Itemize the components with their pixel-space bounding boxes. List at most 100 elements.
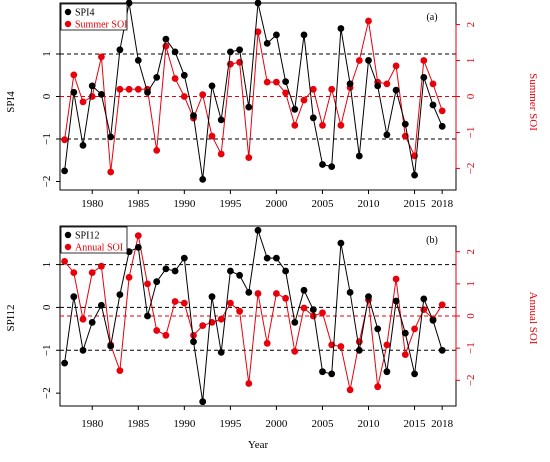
data-point-annual-soi <box>282 294 289 302</box>
data-point-spi4 <box>61 167 68 175</box>
data-point-spi12 <box>70 293 78 301</box>
data-point-annual-soi <box>153 327 161 334</box>
x-axis-tick-label: 1980 <box>81 198 104 210</box>
data-point-spi12 <box>254 226 262 234</box>
series-line-annual-soi <box>64 235 443 391</box>
x-axis-tick-label: 1980 <box>81 418 104 430</box>
x-axis-tick-label: 2010 <box>358 418 381 430</box>
data-point-annual-soi <box>236 307 244 315</box>
data-point-spi12 <box>319 368 326 376</box>
x-axis-tick-label: 2005 <box>311 418 334 430</box>
x-axis-tick-label: 1995 <box>219 418 242 430</box>
panel-label: (a) <box>426 12 437 23</box>
data-point-spi12 <box>190 338 197 346</box>
data-point-annual-soi <box>273 290 280 297</box>
data-point-spi12 <box>199 398 207 406</box>
data-point-spi4 <box>190 112 197 119</box>
data-point-summer-soi <box>263 78 271 86</box>
data-point-summer-soi <box>328 85 336 93</box>
data-point-spi4 <box>208 82 216 90</box>
right-axis-tick-label: 1 <box>465 281 477 287</box>
data-point-spi4 <box>217 116 225 124</box>
data-point-summer-soi <box>383 80 391 88</box>
data-point-spi4 <box>199 176 207 183</box>
data-point-annual-soi <box>79 315 87 323</box>
data-point-spi4 <box>125 0 133 7</box>
data-point-spi12 <box>208 293 216 301</box>
data-point-spi12 <box>411 370 418 378</box>
data-point-spi4 <box>171 48 179 56</box>
data-point-summer-soi <box>273 78 280 86</box>
data-point-spi4 <box>162 35 170 43</box>
series-line-spi12 <box>64 230 443 402</box>
data-point-summer-soi <box>245 154 253 162</box>
data-point-spi12 <box>328 370 336 378</box>
data-point-spi4 <box>309 114 317 122</box>
data-point-spi4 <box>392 86 400 94</box>
data-point-spi4 <box>88 82 96 90</box>
data-point-spi12 <box>383 368 391 376</box>
data-point-spi4 <box>383 131 391 139</box>
left-axis-tick-label: 0 <box>41 304 53 310</box>
data-point-spi12 <box>337 239 345 247</box>
data-point-spi12 <box>98 301 105 309</box>
left-axis-tick-label: 1 <box>41 51 53 57</box>
data-point-summer-soi <box>153 147 161 154</box>
data-point-spi12 <box>420 295 428 303</box>
data-point-spi4 <box>236 46 244 54</box>
data-point-spi4 <box>429 101 437 109</box>
legend-entry: Annual SOI <box>75 243 123 254</box>
data-point-spi4 <box>438 122 446 130</box>
legend-marker <box>64 20 72 28</box>
data-point-summer-soi <box>125 85 133 93</box>
data-point-annual-soi <box>300 304 308 312</box>
data-point-annual-soi <box>217 315 225 323</box>
data-point-spi12 <box>134 244 142 251</box>
data-point-spi12 <box>107 342 115 350</box>
data-point-annual-soi <box>190 331 197 339</box>
x-axis-tick-label: 1990 <box>173 198 196 210</box>
data-point-summer-soi <box>300 96 308 104</box>
data-point-summer-soi <box>438 107 446 115</box>
data-point-spi12 <box>61 359 68 367</box>
data-point-spi12 <box>401 329 409 337</box>
x-axis-tick-label: 2000 <box>265 418 288 430</box>
series-line-spi4 <box>64 2 443 180</box>
data-point-spi4 <box>263 40 271 47</box>
data-point-annual-soi <box>374 383 382 391</box>
legend-marker <box>64 8 72 16</box>
data-point-spi12 <box>162 265 170 273</box>
legend-entry: SPI4 <box>75 8 94 19</box>
data-point-spi12 <box>365 293 372 301</box>
data-point-spi4 <box>180 71 188 79</box>
data-point-spi4 <box>300 31 308 39</box>
data-point-spi4 <box>116 46 124 54</box>
panel-b-annual-soi: −2 −1 0 1 −2 −1 0 1 2 1980 1985 1990 1995 2000 2005 201… <box>5 225 539 430</box>
data-point-spi4 <box>337 25 345 32</box>
data-point-spi4 <box>134 57 142 64</box>
data-point-summer-soi <box>180 93 188 100</box>
data-point-annual-soi <box>337 343 345 350</box>
data-point-spi4 <box>328 163 336 171</box>
left-axis-tick-label: −2 <box>41 176 53 188</box>
data-point-summer-soi <box>355 57 363 64</box>
data-point-annual-soi <box>144 280 151 288</box>
data-point-annual-soi <box>263 339 271 347</box>
data-point-summer-soi <box>171 75 179 82</box>
data-point-annual-soi <box>383 341 391 349</box>
right-axis-title: Annual SOI <box>527 292 539 345</box>
data-point-spi4 <box>374 82 382 90</box>
data-point-spi4 <box>254 0 262 7</box>
data-point-summer-soi <box>365 17 372 25</box>
right-axis-tick-label: −2 <box>465 374 477 386</box>
data-point-annual-soi <box>134 232 142 240</box>
right-axis-tick-label: 0 <box>465 93 477 99</box>
data-point-spi4 <box>98 91 105 98</box>
data-point-annual-soi <box>180 299 188 307</box>
data-point-summer-soi <box>208 132 216 140</box>
data-point-spi4 <box>365 57 372 64</box>
panel-label: (b) <box>426 235 438 246</box>
data-point-annual-soi <box>70 269 78 276</box>
